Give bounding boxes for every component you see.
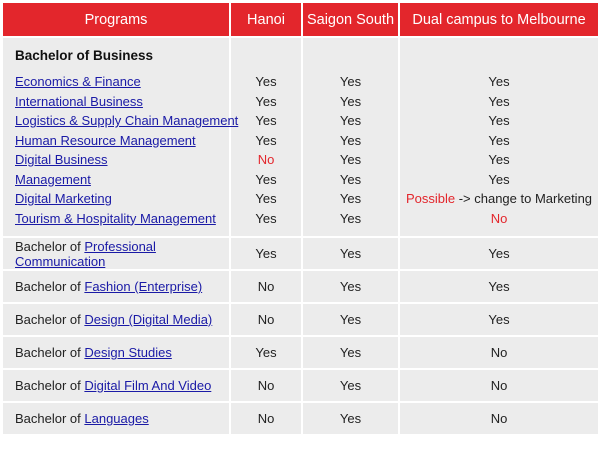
program-row: Bachelor of Design Studies Yes Yes No: [3, 337, 598, 368]
program-name-cell: Bachelor of Design Studies: [3, 337, 229, 368]
program-prefix: Bachelor of: [15, 279, 85, 294]
availability-value: No: [490, 210, 508, 226]
availability-value: No: [400, 370, 598, 401]
program-link[interactable]: Digital Film And Video: [84, 378, 212, 393]
availability-value: Yes: [303, 337, 398, 368]
program-link[interactable]: Digital Marketing: [15, 191, 112, 206]
program-link[interactable]: Design (Digital Media): [84, 312, 213, 327]
availability-value: Yes: [231, 238, 301, 269]
availability-value: Yes: [400, 304, 598, 335]
program-link[interactable]: Management: [15, 171, 91, 187]
availability-value: Yes: [339, 152, 362, 167]
program-link[interactable]: International Business: [15, 93, 143, 109]
program-prefix: Bachelor of: [15, 312, 85, 327]
program-row: Bachelor of Design (Digital Media) No Ye…: [3, 304, 598, 335]
availability-value: Yes: [303, 370, 398, 401]
business-group-title: Bachelor of Business: [15, 48, 154, 63]
availability-value: No: [257, 152, 275, 167]
availability-value: Yes: [488, 93, 510, 109]
program-row: Bachelor of Fashion (Enterprise) No Yes …: [3, 271, 598, 302]
business-hanoi-cell: Yes Yes Yes Yes No Yes Yes Yes: [231, 38, 301, 236]
program-link[interactable]: Human Resource Management: [15, 132, 196, 148]
availability-value: Yes: [488, 74, 510, 89]
program-name-cell: Bachelor of Fashion (Enterprise): [3, 271, 229, 302]
availability-value: Yes: [488, 152, 510, 167]
program-row: Bachelor of Languages No Yes No: [3, 403, 598, 434]
availability-value: Yes: [339, 210, 362, 226]
availability-value: Yes: [488, 132, 510, 148]
availability-value: Yes: [255, 132, 277, 148]
availability-value: No: [231, 370, 301, 401]
program-name-cell: Bachelor of Digital Film And Video: [3, 370, 229, 401]
availability-value: Yes: [255, 171, 277, 187]
availability-value: Yes: [339, 191, 362, 206]
availability-value: No: [231, 403, 301, 434]
header-row: Programs Hanoi Saigon South Dual campus …: [3, 3, 598, 36]
availability-value: Yes: [303, 304, 398, 335]
programs-table: Programs Hanoi Saigon South Dual campus …: [1, 1, 600, 436]
availability-value: Yes: [339, 132, 362, 148]
program-prefix: Bachelor of: [15, 411, 85, 426]
availability-value: Yes: [255, 113, 277, 128]
availability-value: Yes: [255, 74, 277, 89]
availability-note: Possible -> change to Marketing: [400, 189, 598, 209]
availability-value: No: [231, 304, 301, 335]
business-saigon-cell: Yes Yes Yes Yes Yes Yes Yes Yes: [303, 38, 398, 236]
availability-value: Yes: [303, 403, 398, 434]
availability-value: Yes: [339, 171, 362, 187]
availability-value: No: [231, 271, 301, 302]
program-prefix: Bachelor of: [15, 345, 85, 360]
availability-value: Yes: [400, 271, 598, 302]
availability-value: Yes: [255, 191, 277, 206]
col-header-dual: Dual campus to Melbourne: [400, 3, 598, 36]
availability-value: Yes: [400, 238, 598, 269]
possible-label: Possible: [405, 191, 456, 206]
program-prefix: Bachelor of: [15, 238, 85, 254]
col-header-saigon: Saigon South: [303, 3, 398, 36]
availability-value: Yes: [255, 93, 277, 109]
program-name-cell: Bachelor of Professional Communication: [3, 238, 229, 269]
program-link[interactable]: Digital Business: [15, 152, 108, 167]
program-row: Bachelor of Digital Film And Video No Ye…: [3, 370, 598, 401]
business-group-row: Bachelor of Business Economics & Finance…: [3, 38, 598, 236]
availability-value: Yes: [488, 113, 510, 128]
availability-value: Yes: [339, 74, 362, 89]
program-link[interactable]: Professional Communication: [15, 238, 156, 269]
business-programs-cell: Bachelor of Business Economics & Finance…: [3, 38, 238, 236]
program-link[interactable]: Logistics & Supply Chain Management: [15, 113, 239, 128]
program-row: Bachelor of Professional Communication Y…: [3, 238, 598, 269]
availability-value: No: [400, 403, 598, 434]
availability-value: Yes: [488, 171, 510, 187]
program-name-cell: Bachelor of Design (Digital Media): [3, 304, 229, 335]
col-header-programs: Programs: [3, 3, 229, 36]
availability-value: Yes: [231, 337, 301, 368]
business-dual-cell: Yes Yes Yes Yes Yes Yes Possible -> chan…: [400, 38, 598, 236]
program-name-cell: Bachelor of Languages: [3, 403, 229, 434]
availability-value: Yes: [339, 113, 362, 128]
program-link[interactable]: Fashion (Enterprise): [84, 279, 203, 294]
availability-value: Yes: [303, 271, 398, 302]
program-prefix: Bachelor of: [15, 378, 85, 393]
program-link[interactable]: Design Studies: [84, 345, 172, 360]
col-header-hanoi: Hanoi: [231, 3, 301, 36]
program-link[interactable]: Tourism & Hospitality Management: [15, 210, 216, 226]
availability-value: Yes: [255, 210, 277, 226]
availability-value: Yes: [303, 238, 398, 269]
availability-value: No: [400, 337, 598, 368]
change-note: -> change to Marketing: [455, 191, 593, 206]
program-link[interactable]: Economics & Finance: [15, 74, 141, 89]
program-link[interactable]: Languages: [84, 411, 149, 426]
availability-value: Yes: [339, 93, 362, 109]
